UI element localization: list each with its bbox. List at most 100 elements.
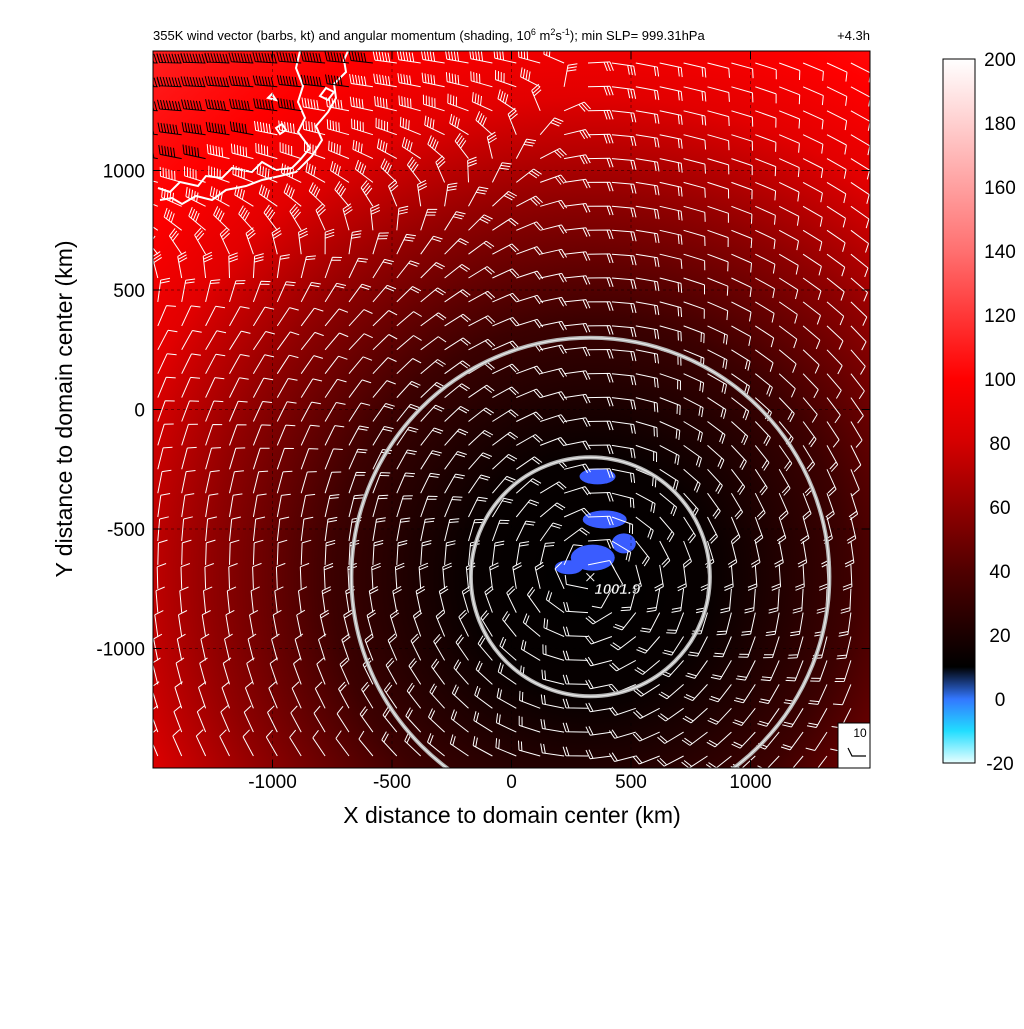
wind-barb <box>276 354 299 374</box>
wind-barb <box>201 610 211 637</box>
wind-barb <box>540 174 568 185</box>
wind-barb <box>226 586 237 613</box>
wind-barb <box>289 203 302 231</box>
wind-barb <box>396 403 420 422</box>
wind-barb <box>371 562 381 589</box>
wind-barb <box>229 377 249 398</box>
wind-barb <box>564 393 591 404</box>
wind-barb <box>778 229 799 251</box>
wind-barb <box>659 468 679 491</box>
wind-barb <box>372 284 397 303</box>
wind-barb <box>176 633 186 661</box>
wind-barb <box>755 158 777 177</box>
wind-barb <box>611 277 637 290</box>
wind-barb <box>832 684 852 706</box>
wind-barb <box>754 373 773 397</box>
wind-barb <box>228 563 238 589</box>
wind-barb <box>245 227 256 255</box>
wind-barb <box>181 330 202 351</box>
wind-barb <box>635 444 658 463</box>
wind-barb <box>153 251 162 279</box>
wind-barb <box>372 51 397 64</box>
wind-barb <box>220 705 230 733</box>
wind-barb <box>611 492 635 509</box>
wind-barb <box>850 134 870 156</box>
wind-barb <box>826 349 843 375</box>
wind-barb <box>316 657 326 685</box>
wind-barb <box>778 445 793 472</box>
wind-barb <box>587 133 614 144</box>
wind-barb <box>256 164 278 183</box>
wind-barb <box>243 705 254 733</box>
wind-barb <box>659 540 671 568</box>
wind-barb <box>826 62 848 82</box>
plot-area <box>153 51 870 768</box>
wind-barb <box>324 256 342 279</box>
wind-barb <box>252 516 266 542</box>
colorbar-tick-label: -20 <box>986 754 1013 775</box>
wind-barb <box>229 470 244 494</box>
wind-barb <box>420 262 445 279</box>
wind-barb <box>364 633 374 661</box>
wind-barb <box>506 585 517 613</box>
wind-barb <box>800 516 810 545</box>
wind-barb <box>276 51 302 64</box>
wind-barb <box>495 70 517 88</box>
y-tick-label: 500 <box>113 281 145 302</box>
wind-barb <box>396 233 416 255</box>
wind-barb <box>196 705 207 733</box>
wind-barb <box>515 520 536 542</box>
wind-barb <box>205 121 230 136</box>
wind-barb <box>225 609 235 637</box>
wind-barb <box>778 158 800 178</box>
wind-barb <box>474 685 493 709</box>
wind-barb <box>738 636 756 658</box>
wind-barb <box>516 246 544 256</box>
wind-barb <box>662 636 685 656</box>
wind-barb <box>219 227 230 255</box>
wind-barb <box>300 255 316 279</box>
wind-barb <box>731 229 753 249</box>
wind-barb <box>205 539 216 565</box>
colorbar-tick-label: 140 <box>984 242 1016 263</box>
wind-barb <box>562 626 589 637</box>
wind-barb <box>802 205 823 227</box>
wind-barb <box>269 657 278 685</box>
wind-barb <box>469 51 493 64</box>
wind-barb <box>539 522 563 542</box>
wind-barb <box>276 424 296 446</box>
wind-barb <box>826 205 846 228</box>
wind-barb <box>291 681 302 709</box>
negative-momentum-regions <box>554 468 636 575</box>
wind-barb <box>779 62 801 81</box>
wind-barb <box>562 722 589 733</box>
wind-barb <box>473 711 493 733</box>
wind-barb <box>724 564 734 591</box>
wind-barb <box>265 729 278 757</box>
wind-barb <box>181 470 196 494</box>
wind-barb <box>305 162 326 183</box>
wind-barb <box>276 378 298 398</box>
wind-barb <box>173 705 183 733</box>
wind-barb <box>707 468 723 495</box>
wind-barb <box>609 659 637 672</box>
wind-barb <box>203 586 213 613</box>
wind-barb <box>157 539 168 565</box>
wind-barb <box>396 311 422 327</box>
wind-barb <box>351 118 374 136</box>
wind-barb <box>584 635 613 645</box>
wind-barb <box>810 660 828 682</box>
wind-barb <box>159 166 182 183</box>
wind-barb <box>359 706 374 733</box>
wind-barb <box>387 633 398 661</box>
wind-barb <box>780 731 804 751</box>
wind-barb <box>444 360 471 375</box>
wind-barb <box>540 743 565 757</box>
wind-barb <box>444 289 471 303</box>
wind-barb <box>778 373 796 398</box>
wind-barb <box>385 657 398 685</box>
wind-barb <box>611 253 637 266</box>
wind-barb <box>707 277 729 296</box>
wind-barb <box>468 338 496 351</box>
wind-barb <box>492 190 518 207</box>
